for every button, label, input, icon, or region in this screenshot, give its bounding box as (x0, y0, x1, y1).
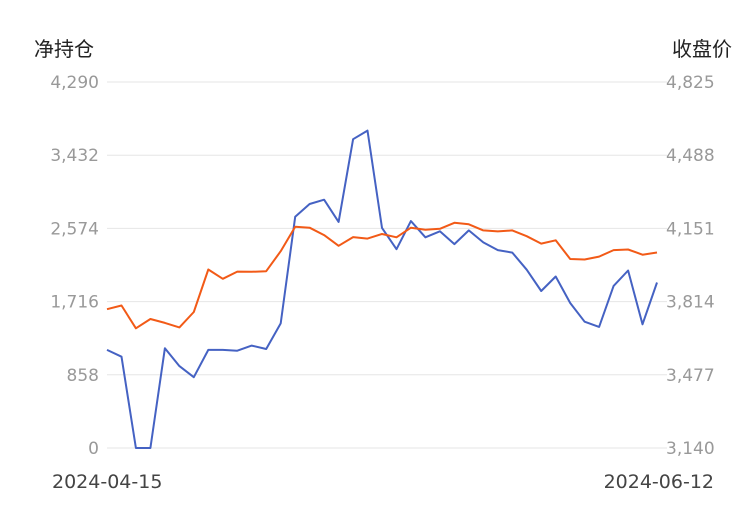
left-tick-label: 1,716 (50, 293, 99, 313)
right-tick-label: 3,814 (666, 293, 715, 313)
right-axis-title: 收盘价 (672, 37, 732, 61)
right-tick-label: 4,825 (666, 73, 715, 93)
left-tick-label: 858 (67, 366, 99, 386)
left-tick-label: 3,432 (50, 146, 99, 166)
right-axis-ticks: 4,825 4,488 4,151 3,814 3,477 3,140 (666, 73, 715, 459)
grid-lines (107, 81, 667, 449)
right-tick-label: 3,140 (666, 439, 715, 459)
left-tick-label: 4,290 (50, 73, 99, 93)
x-start-label: 2024-04-15 (52, 471, 162, 493)
series-layer (106, 129, 658, 449)
left-tick-label: 0 (88, 439, 99, 459)
right-tick-label: 3,477 (666, 366, 715, 386)
net-position-line (106, 129, 658, 449)
left-axis-title: 净持仓 (34, 37, 94, 61)
x-end-label: 2024-06-12 (604, 471, 714, 493)
right-tick-label: 4,151 (666, 219, 715, 239)
left-tick-label: 2,574 (50, 219, 99, 239)
left-axis-ticks: 4,290 3,432 2,574 1,716 858 0 (50, 73, 99, 459)
close-price-line (106, 221, 658, 330)
right-tick-label: 4,488 (666, 146, 715, 166)
